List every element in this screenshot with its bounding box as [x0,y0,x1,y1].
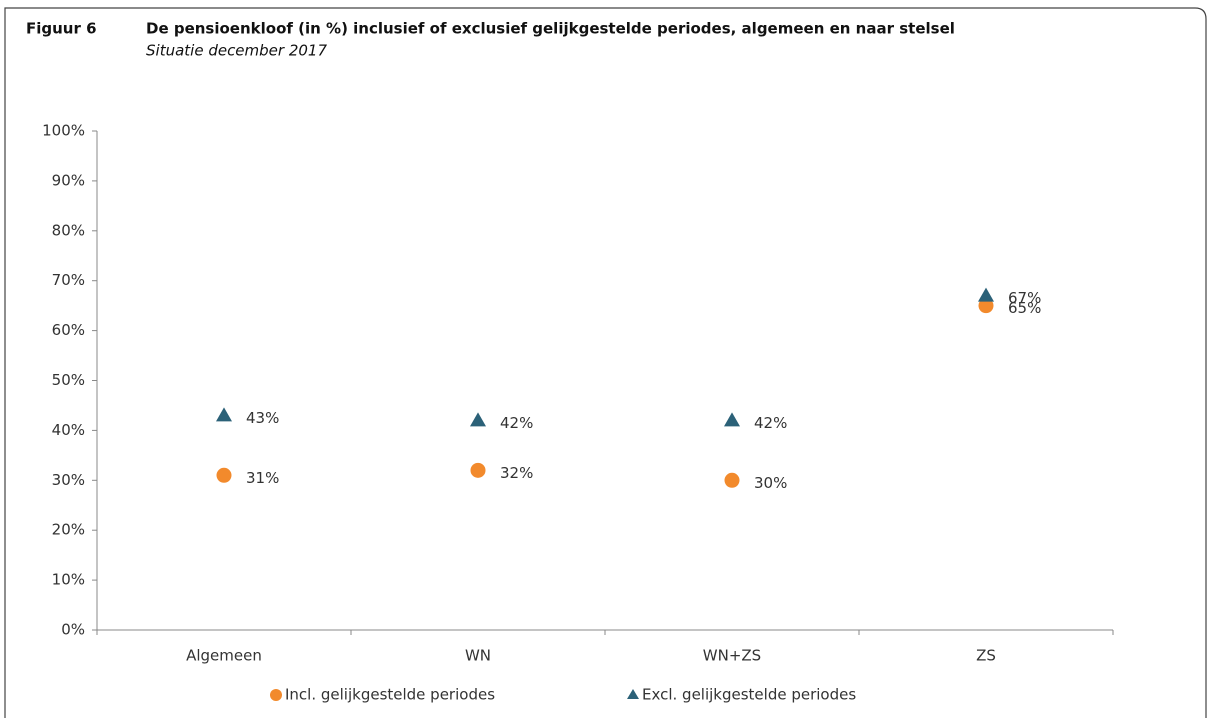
point [216,467,232,483]
x-tick-label: Algemeen [186,647,262,665]
chart-title: De pensioenkloof (in %) inclusief of exc… [146,20,955,38]
y-tick-label: 50% [52,371,85,389]
y-tick-label: 90% [52,171,85,189]
data-label: 67% [1008,289,1041,307]
point [470,462,486,478]
point [978,298,994,314]
point [724,472,740,488]
y-tick-label: 80% [52,221,85,239]
data-label: 30% [754,474,787,492]
point [216,407,232,422]
point [724,412,740,427]
y-tick-label: 100% [42,122,85,140]
data-label: 42% [754,414,787,432]
y-tick-label: 60% [52,321,85,339]
y-tick-label: 40% [52,421,85,439]
data-label: 31% [246,469,279,487]
frame [4,7,1207,718]
y-tick-label: 20% [52,521,85,539]
y-tick-label: 10% [52,571,85,589]
y-tick-label: 70% [52,271,85,289]
data-label: 32% [500,464,533,482]
legend-label: Excl. gelijkgestelde periodes [642,686,856,704]
y-tick-label: 30% [52,471,85,489]
x-tick-label: ZS [976,647,996,665]
point [470,412,486,427]
legend-swatch [627,689,639,699]
x-tick-label: WN [465,647,491,665]
data-label: 42% [500,414,533,432]
chart-subtitle: Situatie december 2017 [146,42,327,60]
figure-label: Figuur 6 [26,20,97,38]
point [978,287,994,302]
legend-label: Incl. gelijkgestelde periodes [285,686,495,704]
y-tick-label: 0% [61,621,85,639]
data-label: 65% [1008,299,1041,317]
x-tick-label: WN+ZS [703,647,761,665]
legend-swatch [270,689,282,701]
data-label: 43% [246,409,279,427]
